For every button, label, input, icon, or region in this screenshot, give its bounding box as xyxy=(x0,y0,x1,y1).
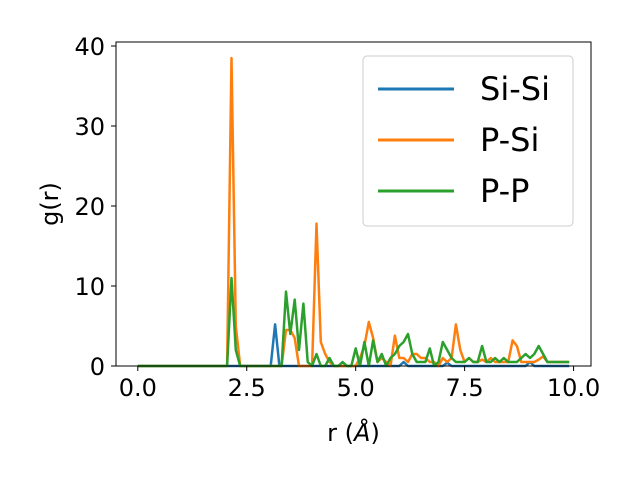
plot-frame xyxy=(115,41,592,367)
y-tick-label: 20 xyxy=(74,193,105,221)
y-tick-label: 30 xyxy=(74,113,105,141)
y-tick-label: 10 xyxy=(74,273,105,301)
legend-frame xyxy=(362,55,574,227)
legend-label-p-si: P-Si xyxy=(480,121,539,159)
y-tick-label: 0 xyxy=(90,353,105,381)
legend: Si-Si P-Si P-P xyxy=(362,55,574,227)
y-tick-label: 40 xyxy=(74,33,105,61)
x-tick-label: 5.0 xyxy=(337,374,375,402)
x-axis: 0.0 2.5 5.0 7.5 10.0 xyxy=(119,366,600,402)
x-axis-label: r (Å) xyxy=(327,418,380,447)
series-line-p-p xyxy=(137,276,570,368)
x-tick-label: 2.5 xyxy=(228,374,266,402)
series-line-si-si xyxy=(137,323,570,368)
y-axis: 0 10 20 30 40 xyxy=(74,33,116,381)
legend-label-si-si: Si-Si xyxy=(480,70,550,108)
x-tick-label: 0.0 xyxy=(119,374,157,402)
y-axis-label: g(r) xyxy=(36,182,64,226)
legend-label-p-p: P-P xyxy=(480,172,529,210)
x-tick-label: 10.0 xyxy=(547,374,600,402)
x-tick-label: 7.5 xyxy=(446,374,484,402)
